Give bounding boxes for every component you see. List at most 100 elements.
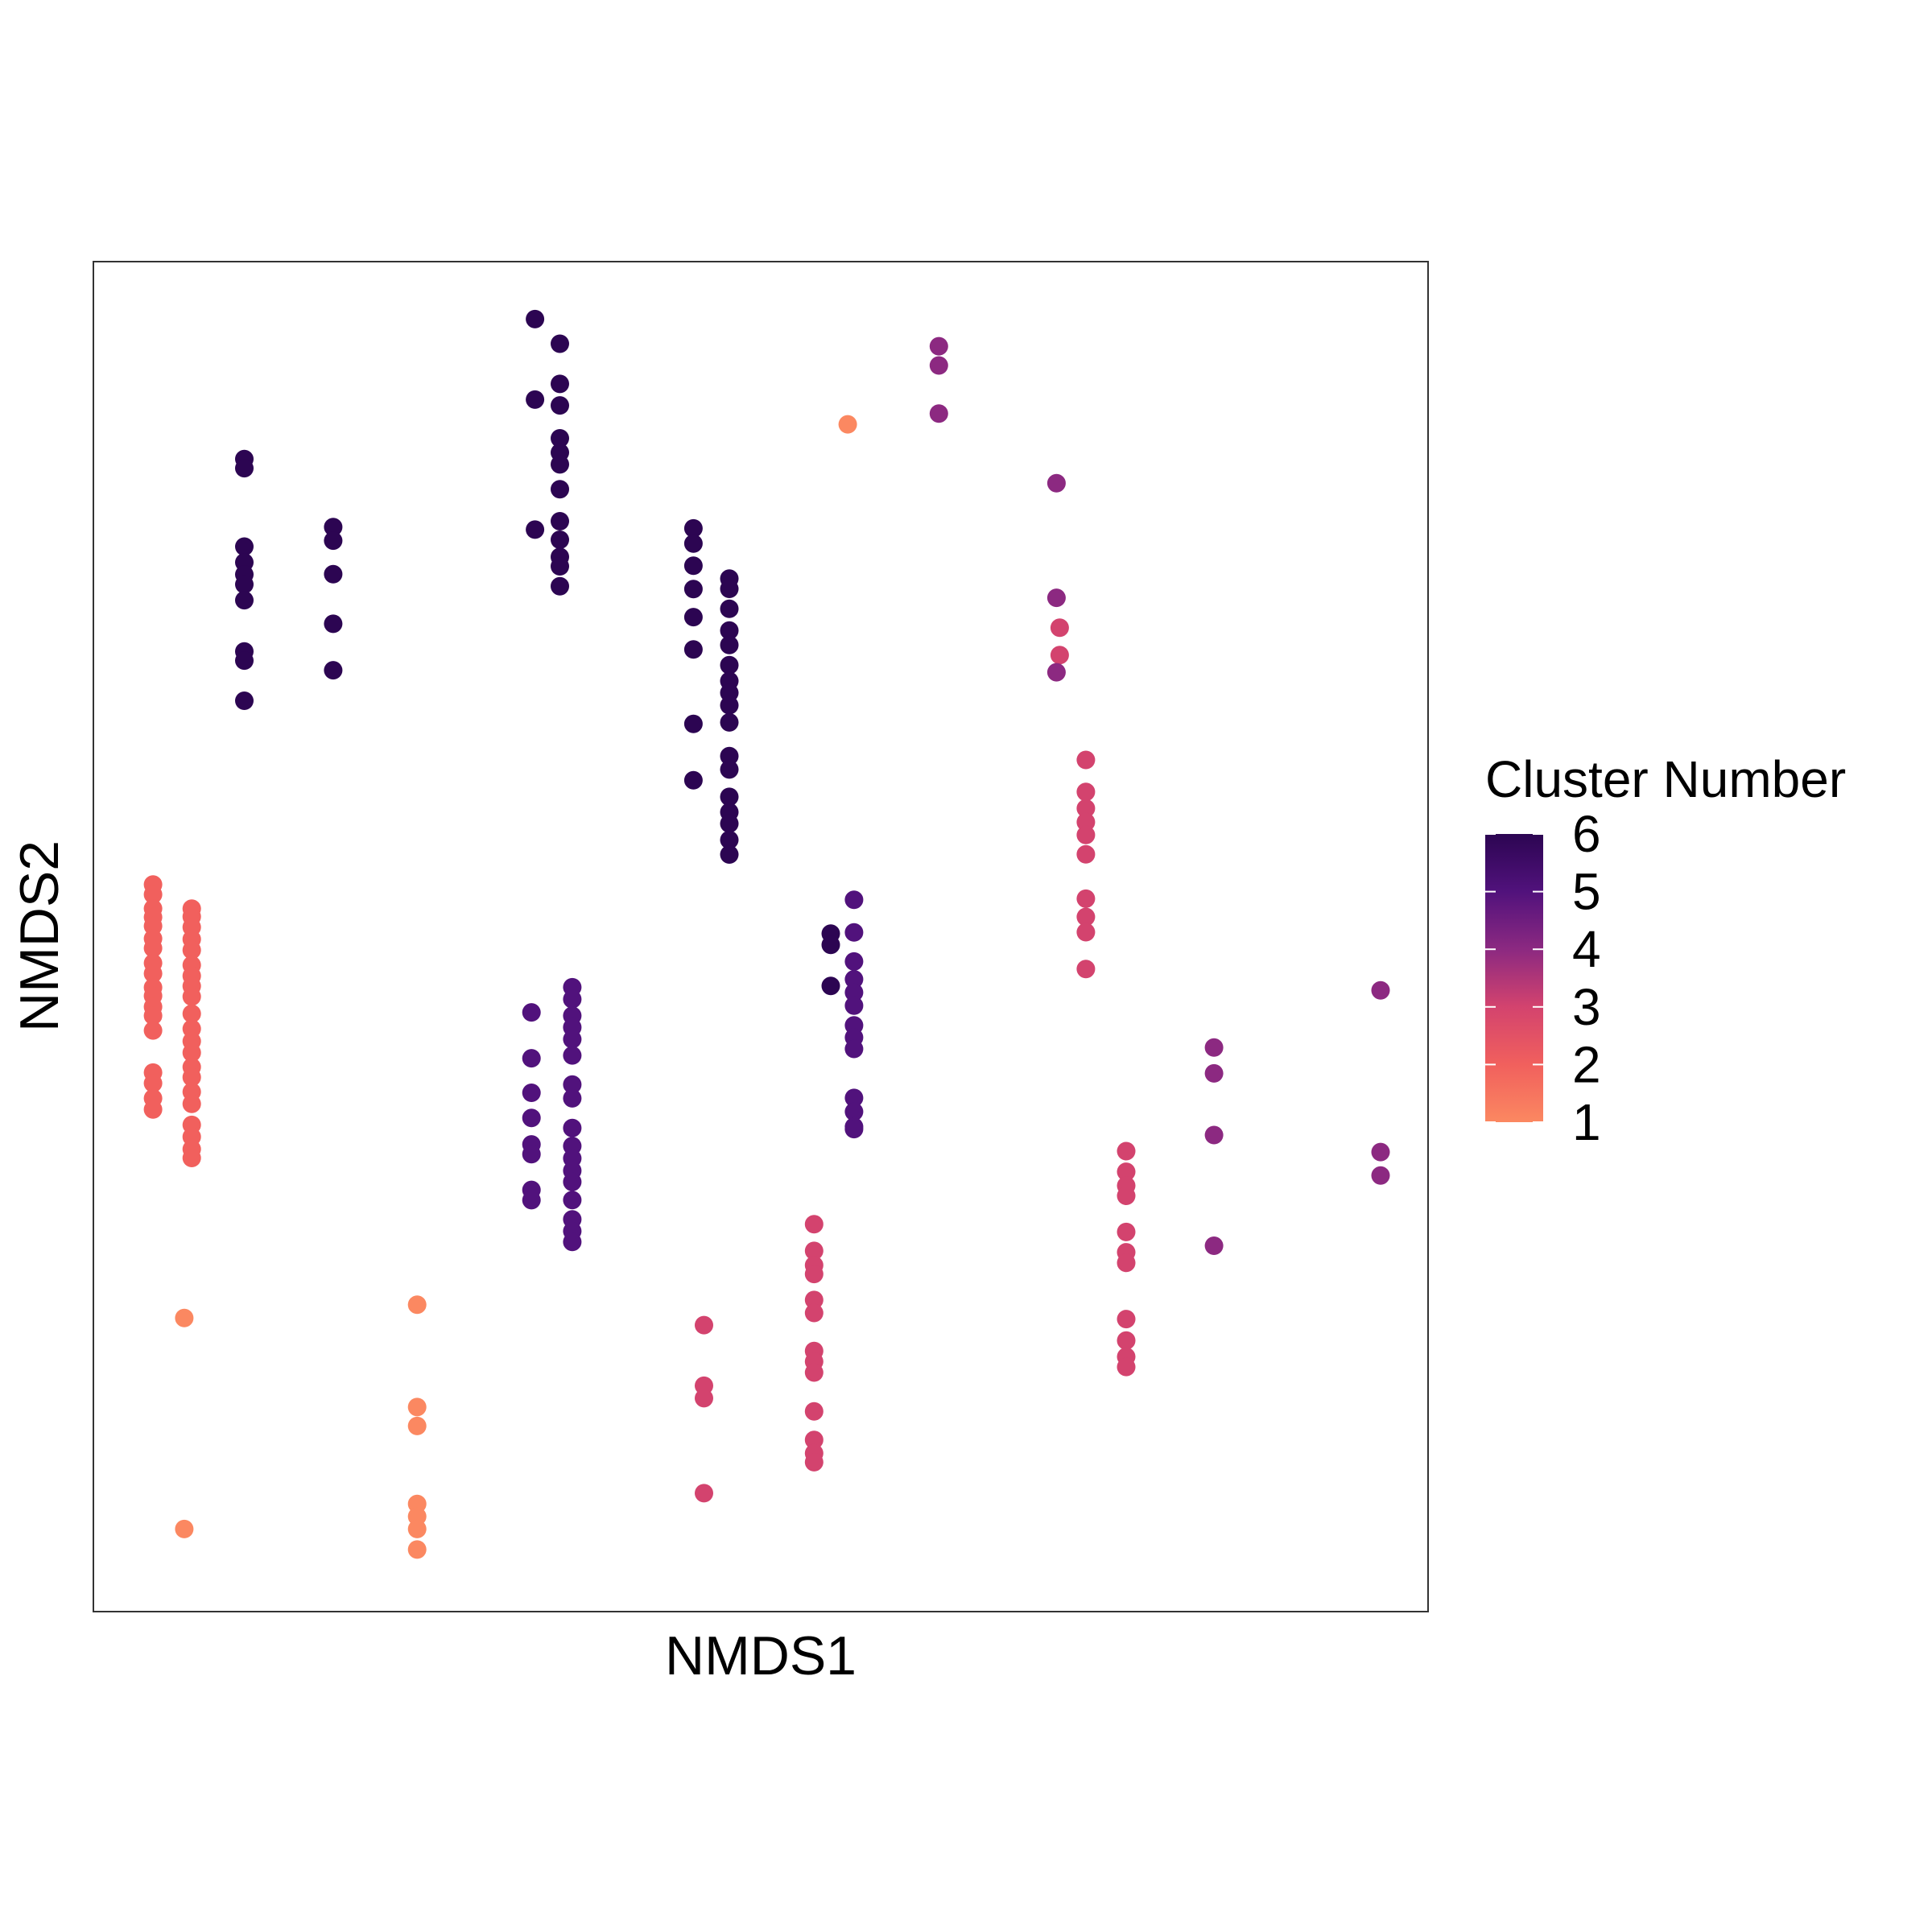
data-point-cluster-3 [1076,844,1096,864]
data-point-cluster-2 [182,1067,201,1087]
data-point-cluster-4 [1204,1063,1224,1083]
data-point-cluster-3 [695,1484,713,1503]
data-point-cluster-6 [720,599,739,618]
data-point-cluster-3 [1076,825,1096,844]
data-point-cluster-6 [235,651,254,671]
data-point-cluster-6 [324,614,343,634]
colorbar-tick-label: 3 [1572,978,1601,1036]
data-point-cluster-6 [720,696,739,715]
data-point-cluster-6 [683,518,703,538]
data-point-cluster-1 [838,415,857,434]
data-point-cluster-5 [522,1049,541,1068]
data-point-cluster-4 [929,404,948,423]
data-point-cluster-4 [1204,1125,1224,1145]
data-point-cluster-2 [182,1043,201,1063]
data-point-cluster-6 [324,661,343,680]
data-point-cluster-5 [844,1039,864,1059]
data-point-cluster-3 [1076,812,1096,832]
data-point-cluster-2 [182,1094,201,1113]
data-point-cluster-6 [683,580,703,599]
data-point-cluster-6 [683,714,703,733]
data-point-cluster-6 [720,635,739,654]
data-point-cluster-5 [563,1088,582,1108]
data-point-cluster-2 [143,964,163,983]
data-point-cluster-3 [1050,618,1069,638]
points-layer [143,309,1390,1559]
data-point-cluster-3 [804,1215,824,1234]
data-point-cluster-6 [324,531,343,551]
data-point-cluster-6 [551,396,569,415]
data-point-cluster-5 [563,1172,582,1191]
data-point-cluster-4 [1046,663,1066,682]
data-point-cluster-6 [683,556,703,576]
data-point-cluster-3 [1076,907,1096,927]
data-point-cluster-6 [235,537,254,556]
data-point-cluster-5 [844,1102,864,1121]
data-point-cluster-6 [821,976,840,996]
colorbar-tick-label: 4 [1572,920,1601,978]
data-point-cluster-6 [551,530,569,549]
data-point-cluster-6 [720,760,739,779]
data-point-cluster-5 [563,1232,582,1252]
data-point-cluster-5 [563,989,582,1009]
data-point-cluster-6 [683,608,703,627]
data-point-cluster-2 [182,940,201,960]
data-point-cluster-6 [551,429,569,448]
data-point-cluster-4 [1371,1166,1390,1185]
data-point-cluster-3 [804,1452,824,1472]
data-point-cluster-5 [844,1088,864,1108]
data-point-cluster-3 [1117,1222,1136,1241]
data-point-cluster-3 [1076,923,1096,942]
data-point-cluster-4 [1371,980,1390,1000]
data-point-cluster-3 [1076,799,1096,818]
data-point-cluster-1 [407,1540,427,1559]
data-point-cluster-3 [804,1265,824,1284]
data-point-cluster-6 [720,787,739,807]
legend-colorbar [1485,834,1543,1122]
data-point-cluster-6 [720,621,739,640]
data-point-cluster-5 [522,1084,541,1102]
data-point-cluster-2 [143,939,163,958]
data-point-cluster-3 [804,1241,824,1261]
data-point-cluster-3 [695,1389,713,1408]
data-point-cluster-5 [844,970,864,989]
data-point-cluster-5 [844,952,864,971]
data-point-cluster-3 [1076,960,1096,979]
data-point-cluster-5 [522,1108,541,1128]
data-point-cluster-5 [844,1120,864,1139]
data-point-cluster-4 [1371,1142,1390,1162]
data-point-cluster-3 [804,1303,824,1323]
data-point-cluster-4 [1046,473,1066,493]
data-point-cluster-1 [407,1519,427,1538]
data-point-cluster-5 [522,1191,541,1210]
data-point-cluster-6 [551,334,569,353]
data-point-cluster-3 [804,1290,824,1310]
data-point-cluster-6 [235,691,254,710]
data-point-cluster-6 [235,575,254,594]
data-point-cluster-2 [143,1100,163,1119]
data-point-cluster-3 [1117,1162,1136,1182]
data-point-cluster-6 [683,534,703,553]
data-point-cluster-4 [1204,1038,1224,1057]
data-point-cluster-6 [551,576,569,596]
data-point-cluster-5 [563,1191,582,1210]
data-point-cluster-3 [1117,1141,1136,1161]
data-point-cluster-3 [804,1402,824,1421]
data-point-cluster-6 [235,459,254,478]
data-point-cluster-3 [1050,646,1069,665]
data-point-cluster-5 [563,1030,582,1049]
data-point-cluster-1 [175,1519,194,1538]
legend-title: Cluster Number [1485,750,1846,808]
data-point-cluster-2 [182,1004,201,1023]
data-point-cluster-2 [143,1074,163,1093]
data-point-cluster-5 [522,1003,541,1022]
data-point-cluster-5 [844,890,864,910]
data-point-cluster-6 [551,557,569,576]
data-point-cluster-6 [551,374,569,394]
data-point-cluster-6 [821,935,840,955]
x-axis-label: NMDS1 [665,1625,857,1686]
plot-panel-frame [93,261,1429,1612]
